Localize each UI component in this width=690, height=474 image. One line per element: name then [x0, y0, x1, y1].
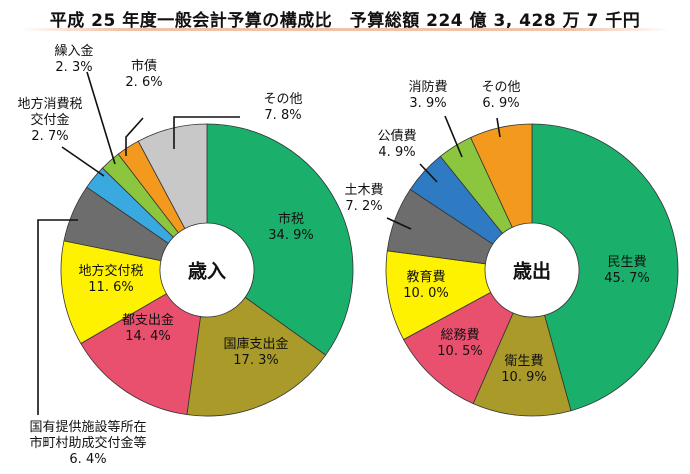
slice-label: 国庫支出金 17. 3%	[223, 337, 289, 368]
leader-line	[444, 115, 463, 158]
pie-slice-その他	[470, 123, 533, 228]
slice-label: 都支出金 14. 4%	[121, 313, 175, 344]
pie-slice-その他	[137, 123, 208, 230]
leader-line	[386, 217, 412, 230]
slice-label: 教育費 10. 0%	[403, 270, 449, 301]
slice-label: 市税 34. 9%	[268, 212, 314, 243]
slice-label: その他 7. 8%	[263, 92, 303, 123]
pie-slice-国庫支出金	[186, 296, 327, 417]
leader-line	[61, 146, 105, 177]
leader-line	[496, 117, 501, 138]
slice-label: その他 6. 9%	[481, 80, 521, 111]
slice-label: 土木費 7. 2%	[344, 183, 384, 214]
slice-label: 消防費 3. 9%	[408, 80, 448, 111]
pie-slice-地方交付税	[60, 240, 167, 345]
slice-label: 国有提供施設等所在 市町村助成交付金等 6. 4%	[29, 420, 147, 467]
slice-label: 総務費 10. 5%	[437, 328, 483, 359]
slice-label: 地方消費税 交付金 2. 7%	[17, 97, 83, 144]
slice-label: 繰入金 2. 3%	[54, 44, 94, 75]
title-underline	[20, 28, 670, 31]
chart-title: 平成 25 年度一般会計予算の構成比 予算総額 224 億 3, 428 万 7…	[49, 11, 641, 31]
pie-slice-民生費	[531, 123, 679, 412]
pie-slice-都支出金	[80, 293, 201, 416]
pie-slice-市税	[206, 123, 354, 356]
leader-lines	[37, 71, 501, 415]
slice-label: 民生費 45. 7%	[604, 255, 650, 286]
slice-label: 公債費 4. 9%	[377, 129, 417, 160]
leader-line	[86, 71, 116, 165]
slice-label: 衛生費 10. 9%	[501, 354, 547, 385]
leader-line	[173, 116, 240, 149]
revenue-center-label: 歳入	[187, 260, 227, 283]
expenditure-center-label: 歳出	[512, 260, 552, 283]
slice-label: 市債 2. 6%	[125, 59, 163, 90]
leader-line	[125, 117, 144, 156]
leader-line	[419, 163, 438, 183]
leader-line	[37, 219, 78, 415]
slice-label: 地方交付税 11. 6%	[78, 264, 144, 295]
